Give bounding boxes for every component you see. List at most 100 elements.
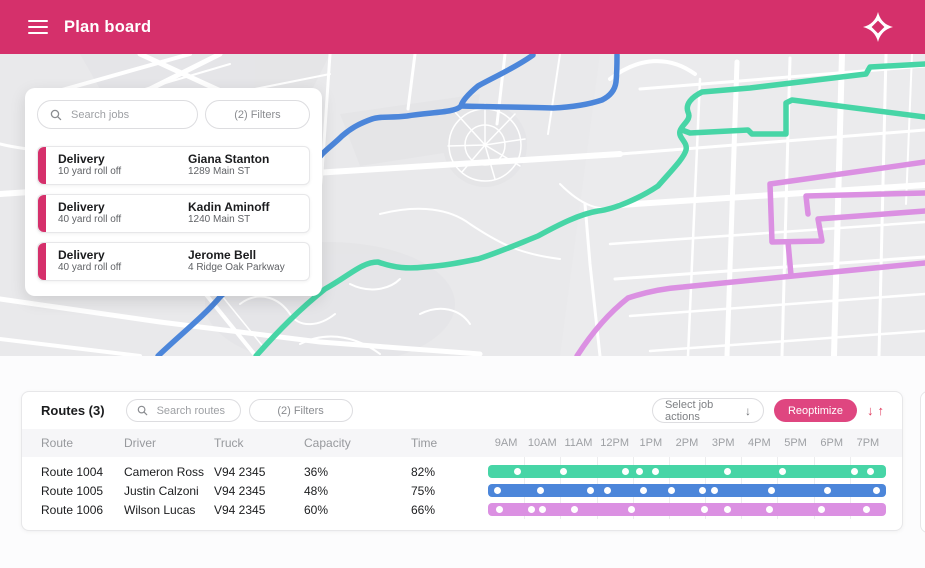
hour-label: 2PM — [675, 437, 699, 449]
hour-label: 1PM — [639, 437, 663, 449]
route-truck: V94 2345 — [214, 502, 266, 517]
stop-dot[interactable] — [628, 506, 636, 513]
job-subtype: 40 yard roll off — [58, 214, 122, 225]
route-truck: V94 2345 — [214, 464, 266, 479]
hour-label: 4PM — [748, 437, 771, 449]
search-icon — [137, 405, 147, 416]
timeline-hours: 9AM 10AM 11AM 12PM 1PM 2PM 3PM 4PM 5PM 6PM 7PM — [488, 437, 886, 449]
route-row[interactable]: Route 1005 Justin Calzoni V94 2345 48% 7… — [22, 481, 902, 500]
route-name: Route 1005 — [41, 483, 104, 498]
job-type: Delivery — [58, 248, 105, 262]
stop-dot[interactable] — [765, 506, 773, 513]
route-driver: Cameron Ross — [124, 464, 205, 479]
job-card[interactable]: Delivery 40 yard roll off Kadin Aminoff … — [37, 194, 310, 233]
stop-dot[interactable] — [652, 468, 660, 475]
job-card-accent — [38, 147, 46, 184]
app-header: Plan board — [0, 0, 925, 54]
hour-label: 7PM — [856, 437, 880, 449]
route-capacity: 36% — [304, 464, 329, 479]
stop-dot[interactable] — [570, 506, 578, 513]
stop-dot[interactable] — [536, 487, 544, 494]
stop-dot[interactable] — [560, 468, 568, 475]
sort-ascending-icon[interactable]: ↑ — [877, 403, 885, 418]
brand-sparkle-logo-icon — [863, 12, 893, 42]
stop-dot[interactable] — [779, 468, 787, 475]
adjacent-panel-edge — [920, 391, 925, 533]
stop-dot[interactable] — [636, 468, 644, 475]
stop-dot[interactable] — [851, 468, 859, 475]
job-card[interactable]: Delivery 40 yard roll off Jerome Bell 4 … — [37, 242, 310, 281]
jobs-search-input[interactable] — [69, 107, 185, 122]
select-job-actions-dropdown[interactable]: Select job actions ↓ — [651, 398, 764, 423]
column-capacity: Capacity — [304, 436, 351, 450]
stop-dot[interactable] — [493, 487, 501, 494]
hour-label: 3PM — [711, 437, 735, 449]
route-time: 82% — [411, 464, 436, 479]
job-card-accent — [38, 243, 46, 280]
stop-dot[interactable] — [698, 487, 706, 494]
stop-dot[interactable] — [587, 487, 595, 494]
route-time: 75% — [411, 483, 436, 498]
routes-table-header: Route Driver Truck Capacity Time 9AM 10AM… — [22, 429, 902, 457]
stop-dot[interactable] — [495, 506, 503, 513]
stop-dot[interactable] — [818, 506, 826, 513]
stop-dot[interactable] — [723, 506, 731, 513]
route-capacity: 48% — [304, 483, 329, 498]
stop-dot[interactable] — [867, 468, 875, 475]
stop-dot[interactable] — [823, 487, 831, 494]
stop-dot[interactable] — [603, 487, 611, 494]
stop-dot[interactable] — [710, 487, 718, 494]
column-truck: Truck — [214, 436, 244, 450]
jobs-filters-button[interactable]: (2) Filters — [204, 100, 310, 129]
job-customer-name: Jerome Bell — [188, 248, 257, 262]
route-timeline-bar[interactable] — [488, 484, 886, 497]
routes-search-input[interactable] — [154, 403, 230, 418]
stop-dot[interactable] — [863, 506, 871, 513]
route-timeline-bar[interactable] — [488, 465, 886, 478]
search-icon — [50, 109, 62, 120]
routes-filters-label: (2) Filters — [277, 404, 324, 417]
job-customer-name: Kadin Aminoff — [188, 200, 270, 214]
route-rows: Route 1004 Cameron Ross V94 2345 36% 82%… — [22, 457, 902, 519]
route-row[interactable]: Route 1006 Wilson Lucas V94 2345 60% 66% — [22, 500, 902, 519]
column-time: Time — [411, 436, 438, 450]
routes-title: Routes (3) — [41, 403, 105, 418]
job-address: 1240 Main ST — [188, 214, 251, 225]
hour-label: 12PM — [600, 437, 629, 449]
hamburger-menu-icon[interactable] — [28, 20, 48, 34]
stop-dot[interactable] — [701, 506, 709, 513]
reoptimize-button[interactable]: Reoptimize — [773, 399, 857, 422]
route-row[interactable]: Route 1004 Cameron Ross V94 2345 36% 82% — [22, 462, 902, 481]
route-driver: Wilson Lucas — [124, 502, 196, 517]
stop-dot[interactable] — [538, 506, 546, 513]
stop-dot[interactable] — [668, 487, 676, 494]
map[interactable] — [0, 54, 925, 356]
stop-dot[interactable] — [640, 487, 648, 494]
routes-search-field[interactable] — [125, 399, 241, 422]
jobs-search-field[interactable] — [37, 100, 198, 129]
job-card[interactable]: Delivery 10 yard roll off Giana Stanton … — [37, 146, 310, 185]
route-truck: V94 2345 — [214, 483, 266, 498]
stop-dot[interactable] — [872, 487, 880, 494]
job-type: Delivery — [58, 200, 105, 214]
route-driver: Justin Calzoni — [124, 483, 199, 498]
sort-descending-icon[interactable]: ↓ — [867, 403, 874, 418]
stop-dot[interactable] — [513, 468, 521, 475]
page-title: Plan board — [64, 17, 152, 36]
route-name: Route 1006 — [41, 502, 104, 517]
job-subtype: 40 yard roll off — [58, 262, 122, 273]
map-route-pink — [574, 159, 925, 356]
job-address: 4 Ridge Oak Parkway — [188, 262, 285, 273]
stop-dot[interactable] — [622, 468, 630, 475]
job-address: 1289 Main ST — [188, 166, 251, 177]
jobs-filters-label: (2) Filters — [234, 108, 281, 121]
select-job-actions-label: Select job actions — [664, 398, 714, 423]
stop-dot[interactable] — [723, 468, 731, 475]
job-card-list: Delivery 10 yard roll off Giana Stanton … — [37, 146, 310, 281]
hour-label: 10AM — [527, 437, 557, 449]
route-timeline-bar[interactable] — [488, 503, 886, 516]
stop-dot[interactable] — [767, 487, 775, 494]
routes-filters-button[interactable]: (2) Filters — [248, 399, 353, 422]
stop-dot[interactable] — [527, 506, 535, 513]
